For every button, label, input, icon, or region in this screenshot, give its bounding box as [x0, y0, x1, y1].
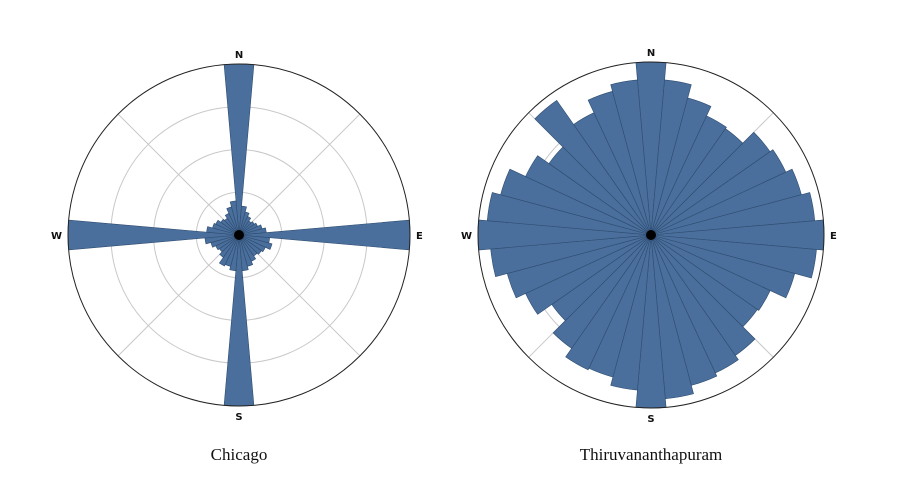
thiruvananthapuram-bar-220deg	[552, 234, 652, 349]
thiruvananthapuram-center-hub	[646, 230, 656, 240]
thiruvananthapuram-compass-w: W	[461, 231, 472, 242]
chicago-center-hub	[234, 230, 244, 240]
chicago-outer-circle	[67, 63, 411, 407]
chicago-compass-n: N	[235, 50, 243, 61]
chicago-bar-120deg	[238, 234, 266, 253]
thiruvananthapuram-bar-210deg	[565, 234, 652, 371]
thiruvananthapuram-bar-110deg	[650, 234, 796, 299]
chicago-bars	[67, 63, 411, 407]
chicago-grid-spoke-2	[238, 234, 361, 357]
chicago-compass-w: W	[51, 231, 62, 242]
thiruvananthapuram-outer-circle	[477, 61, 825, 409]
thiruvananthapuram-bar-20deg	[650, 97, 712, 236]
chicago-bar-350deg	[229, 200, 240, 236]
chicago-bar-310deg	[220, 218, 240, 236]
chicago-grid-spoke-3	[117, 234, 240, 357]
thiruvananthapuram-compass-s: S	[647, 414, 654, 425]
thiruvananthapuram-bar-280deg	[486, 192, 652, 236]
thiruvananthapuram-bars	[477, 61, 825, 409]
thiruvananthapuram-bar-350deg	[610, 79, 652, 236]
thiruvananthapuram-bar-100deg	[650, 234, 817, 279]
thiruvananthapuram-bar-300deg	[525, 155, 652, 236]
thiruvananthapuram-caption: Thiruvananthapuram	[580, 445, 723, 464]
chicago-bar-300deg	[215, 219, 240, 236]
thiruvananthapuram-wind-rose: N E S W Thiruvananthapuram	[461, 48, 837, 464]
thiruvananthapuram-compass-n: N	[647, 48, 655, 59]
chicago-compass-s: S	[235, 412, 242, 423]
chicago-grid-spoke-1	[238, 113, 361, 236]
chicago-bar-210deg	[218, 234, 240, 267]
chicago-bar-130deg	[238, 234, 262, 255]
thiruvananthapuram-bar-320deg	[534, 99, 652, 236]
chicago-wind-rose: N E S W Chicago	[51, 50, 423, 464]
chicago-compass-e: E	[416, 231, 423, 242]
thiruvananthapuram-bar-10deg	[650, 79, 692, 236]
chicago-grid-spoke-4	[117, 113, 240, 236]
thiruvananthapuram-bar-190deg	[610, 234, 652, 391]
chicago-caption: Chicago	[211, 445, 268, 464]
thiruvananthapuram-bar-120deg	[650, 234, 771, 311]
chicago-bar-220deg	[219, 234, 240, 258]
thiruvananthapuram-compass-e: E	[830, 231, 837, 242]
thiruvananthapuram-bar-290deg	[500, 168, 652, 236]
thiruvananthapuram-bar-30deg	[650, 115, 727, 236]
